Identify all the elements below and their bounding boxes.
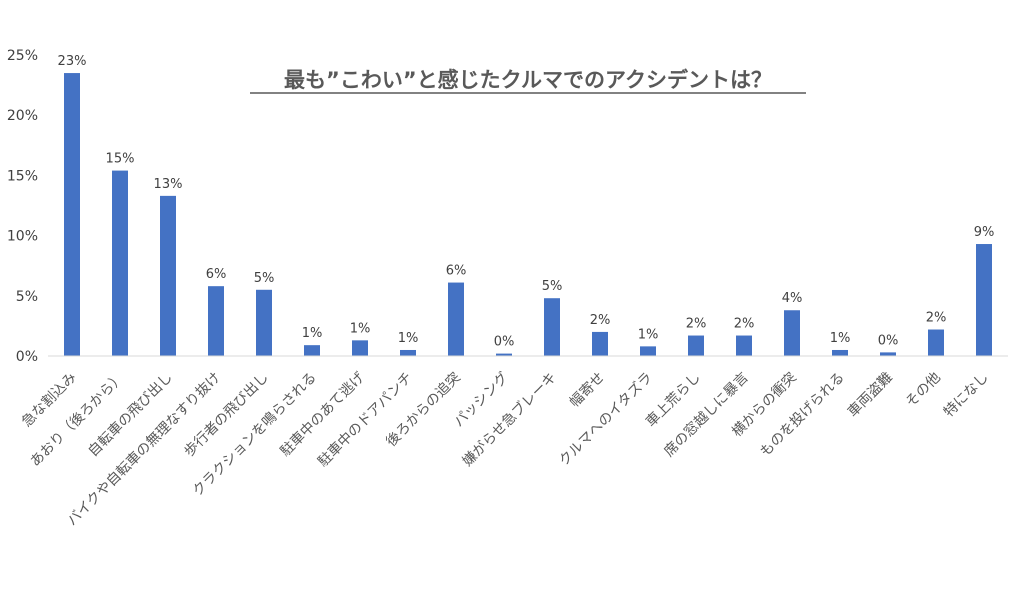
bar [880, 352, 896, 356]
chart-title: 最も”こわい”と感じたクルマでのアクシデントは？ [284, 68, 772, 92]
bar [64, 73, 80, 356]
y-tick-label: 5% [16, 289, 38, 305]
y-tick-label: 0% [16, 349, 38, 365]
bar [112, 170, 128, 356]
bar [640, 346, 656, 356]
bar [256, 289, 272, 356]
category-label: 席の窓越しに暴言 [661, 369, 752, 460]
data-label: 2% [590, 313, 611, 328]
data-label: 1% [638, 327, 659, 342]
category-label: 歩行者の飛び出し [181, 370, 272, 461]
data-label: 23% [58, 54, 87, 69]
data-label: 9% [974, 225, 995, 240]
bar [976, 244, 992, 356]
data-label: 2% [734, 317, 755, 332]
data-label: 0% [494, 335, 515, 350]
y-tick-label: 25% [7, 48, 38, 64]
data-label: 13% [154, 177, 183, 192]
category-label: 駐車中のあて逃げ [277, 369, 368, 460]
data-label: 1% [398, 331, 419, 346]
category-label: 幅寄せ [566, 369, 608, 411]
y-tick-label: 15% [7, 168, 38, 184]
category-label: あおり（後ろから） [27, 370, 127, 470]
bar [400, 349, 416, 356]
bar [448, 282, 464, 356]
bar [784, 310, 800, 356]
data-label: 1% [830, 331, 851, 346]
bar [736, 335, 752, 356]
bar [352, 340, 368, 356]
data-label: 15% [106, 152, 135, 167]
y-axis: 0% 5% 10% 15% 20% 25% [7, 48, 38, 365]
data-label: 6% [206, 267, 227, 282]
data-label: 6% [446, 264, 467, 279]
data-label: 2% [686, 317, 707, 332]
data-label: 0% [878, 333, 899, 348]
bar [160, 195, 176, 356]
data-label: 1% [350, 321, 371, 336]
category-label: 車両盗難 [844, 369, 896, 421]
bar [592, 331, 608, 356]
category-label: クルマへのイタズラ [556, 370, 656, 470]
bar [208, 286, 224, 356]
x-axis: 急な割込みあおり（後ろから）自転車の飛び出しバイクや自転車の無理なすり抜け歩行者… [18, 369, 992, 529]
bar [496, 353, 512, 356]
bar [832, 349, 848, 356]
bars [64, 73, 992, 356]
category-label: ものを投げられる [757, 370, 848, 461]
data-labels: 23% 15% 13% 6% 5% 1% 1% 1% 6% 0% 5% 2% 1% 2% 2% 4% 1% 0% 2… [58, 54, 995, 350]
category-label: 自転車の飛び出し [85, 369, 176, 460]
data-label: 5% [542, 279, 563, 294]
bar [928, 329, 944, 356]
category-label: 嫌がらせ急ブレーキ [459, 369, 560, 470]
data-label: 2% [926, 311, 947, 326]
bar [688, 335, 704, 356]
data-label: 5% [254, 271, 275, 286]
data-label: 4% [782, 291, 803, 306]
y-tick-label: 20% [7, 108, 38, 124]
y-tick-label: 10% [7, 229, 38, 245]
bar [544, 298, 560, 356]
category-label: その他 [903, 370, 944, 411]
data-label: 1% [302, 326, 323, 341]
category-label: 駐車中のドアパンチ [314, 369, 415, 470]
category-label: 特になし [941, 370, 992, 421]
bar [304, 345, 320, 356]
